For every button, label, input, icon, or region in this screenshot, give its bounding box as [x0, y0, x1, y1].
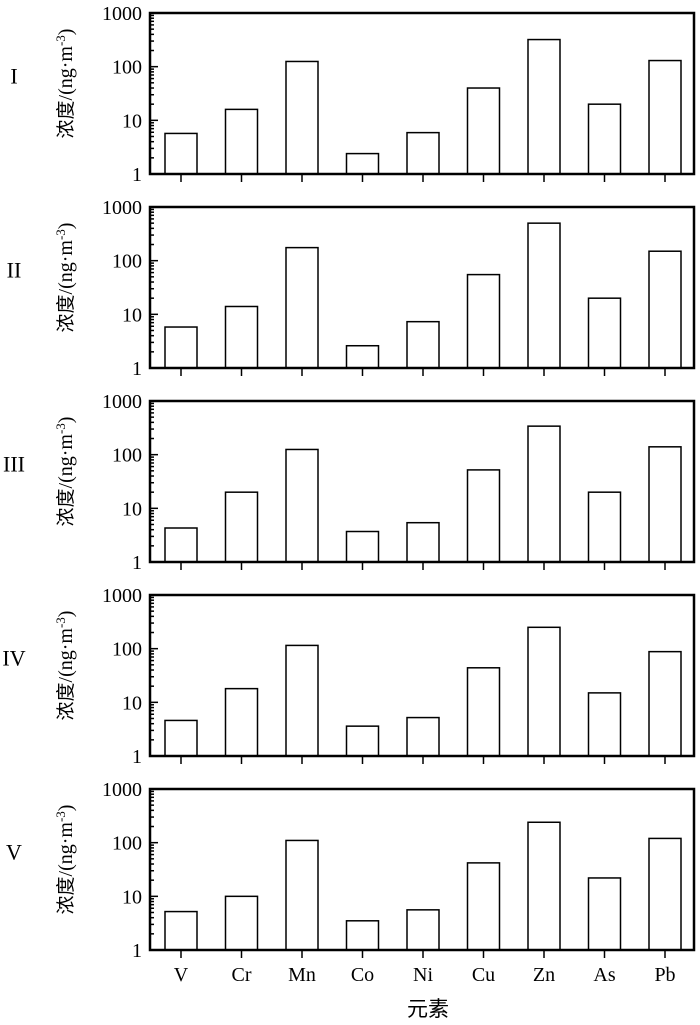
panel-label: I — [10, 64, 17, 89]
x-category-label: Cr — [232, 964, 252, 986]
y-tick-label: 100 — [112, 833, 142, 855]
bar-co — [345, 530, 380, 563]
y-tick-label: 1 — [132, 358, 142, 380]
panel-4: 1 10 100 1000 IV 浓度/(ng·m-3) — [2, 585, 696, 768]
x-category-label: As — [593, 964, 615, 986]
bar-co — [345, 344, 380, 369]
y-tick-label: 100 — [112, 57, 142, 79]
bar-cu — [466, 862, 501, 951]
panel-5: 1 10 100 1000 V 浓度/(ng·m-3) — [6, 779, 696, 962]
bar-ni — [406, 909, 440, 951]
bar-co — [345, 725, 380, 757]
x-category-label: Zn — [533, 964, 555, 986]
plot-frame — [148, 399, 696, 564]
bar-as — [587, 877, 622, 951]
bar-zn — [527, 626, 561, 757]
bar-pb — [648, 650, 682, 757]
x-category-label: V — [174, 964, 189, 986]
bar-v — [164, 719, 198, 757]
y-tick-label: 1 — [132, 552, 142, 574]
bar-cu — [466, 667, 501, 757]
plot-frame — [148, 593, 696, 758]
y-tick-label: 100 — [112, 251, 142, 273]
bar-zn — [527, 425, 561, 563]
bar-ni — [406, 716, 440, 757]
bar-zn — [527, 222, 561, 369]
y-tick-label: 1000 — [102, 585, 142, 607]
y-tick-label: 10 — [122, 304, 142, 326]
panel-label: II — [7, 258, 22, 283]
bar-cr — [224, 491, 259, 563]
bar-pb — [648, 837, 682, 951]
bar-mn — [285, 60, 319, 175]
x-category-label: Ni — [413, 964, 433, 986]
x-category-label: Co — [351, 964, 374, 986]
bar-cr — [224, 687, 259, 757]
y-tick-label: 1 — [132, 164, 142, 186]
bar-ni — [406, 521, 440, 563]
y-tick-label: 1000 — [102, 197, 142, 219]
bar-zn — [527, 821, 561, 951]
panel-label: IV — [2, 646, 25, 671]
bar-mn — [285, 644, 319, 757]
bar-as — [587, 692, 622, 757]
bar-as — [587, 491, 622, 563]
bar-mn — [285, 839, 319, 951]
bar-pb — [648, 446, 682, 563]
y-tick-label: 1 — [132, 940, 142, 962]
plot-frame — [148, 205, 696, 370]
chart-panels: 1 10 100 1000 I 浓度/(ng·m-3) 1 10 100 1000 II 浓度/(ng… — [2, 3, 696, 986]
bar-co — [345, 152, 380, 175]
bar-v — [164, 527, 198, 563]
bar-zn — [527, 38, 561, 175]
plot-frame — [148, 11, 696, 176]
y-tick-label: 100 — [112, 639, 142, 661]
plot-frame — [148, 787, 696, 952]
bar-cr — [224, 305, 259, 369]
y-tick-label: 10 — [122, 886, 142, 908]
panel-label: III — [3, 452, 25, 477]
bar-as — [587, 297, 622, 369]
bar-mn — [285, 448, 319, 563]
y-tick-label: 10 — [122, 692, 142, 714]
bar-v — [164, 910, 198, 951]
bar-ni — [406, 320, 440, 369]
y-tick-label: 1000 — [102, 391, 142, 413]
bar-pb — [648, 250, 682, 369]
y-axis-label: 浓度/(ng·m-3) — [53, 805, 78, 915]
x-category-label: Cu — [472, 964, 495, 986]
panel-2: 1 10 100 1000 II 浓度/(ng·m-3) — [7, 197, 696, 380]
y-tick-label: 10 — [122, 498, 142, 520]
bar-cu — [466, 273, 501, 369]
panel-label: V — [6, 840, 22, 865]
y-tick-label: 10 — [122, 110, 142, 132]
panel-3: 1 10 100 1000 III 浓度/(ng·m-3) — [3, 391, 696, 574]
bar-v — [164, 132, 198, 175]
bar-co — [345, 920, 380, 951]
bar-cu — [466, 469, 501, 563]
bar-v — [164, 326, 198, 369]
y-tick-label: 100 — [112, 445, 142, 467]
bar-cr — [224, 108, 259, 175]
x-category-label: Pb — [654, 964, 675, 986]
bar-ni — [406, 131, 440, 175]
y-axis-label: 浓度/(ng·m-3) — [53, 223, 78, 333]
bar-pb — [648, 59, 682, 175]
y-axis-label: 浓度/(ng·m-3) — [53, 611, 78, 721]
bar-mn — [285, 246, 319, 369]
y-tick-label: 1000 — [102, 779, 142, 801]
bar-cu — [466, 87, 501, 175]
y-axis-label: 浓度/(ng·m-3) — [53, 417, 78, 527]
x-axis-label: 元素 — [407, 997, 449, 1021]
bar-as — [587, 103, 622, 175]
panel-1: 1 10 100 1000 I 浓度/(ng·m-3) — [10, 3, 696, 186]
y-tick-label: 1 — [132, 746, 142, 768]
bar-cr — [224, 895, 259, 951]
y-axis-label: 浓度/(ng·m-3) — [53, 29, 78, 139]
x-category-label: Mn — [288, 964, 316, 986]
y-tick-label: 1000 — [102, 3, 142, 25]
